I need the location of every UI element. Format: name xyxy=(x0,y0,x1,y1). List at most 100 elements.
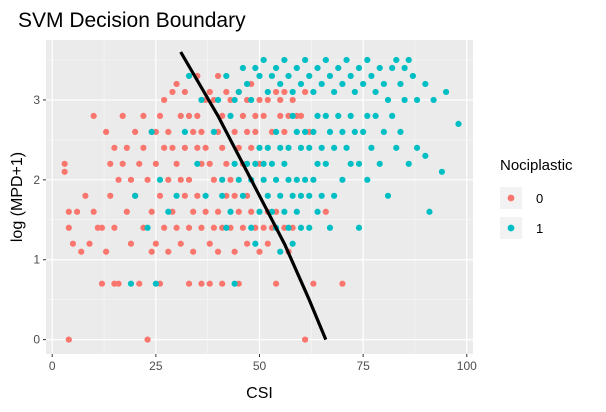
data-point-1 xyxy=(360,128,367,135)
data-point-0 xyxy=(140,144,147,151)
data-point-0 xyxy=(214,72,222,80)
data-point-0 xyxy=(190,128,197,135)
y-tick-label: 0 xyxy=(33,333,40,347)
data-point-1 xyxy=(339,80,346,88)
data-point-1 xyxy=(214,96,222,104)
data-point-1 xyxy=(256,208,263,215)
data-point-1 xyxy=(314,64,321,72)
data-point-0 xyxy=(65,224,72,231)
data-point-1 xyxy=(326,224,334,231)
data-point-1 xyxy=(335,64,342,72)
data-point-1 xyxy=(297,144,305,151)
data-point-0 xyxy=(223,88,230,96)
data-point-0 xyxy=(148,248,155,255)
data-point-0 xyxy=(194,192,201,199)
data-point-0 xyxy=(227,176,234,183)
data-point-0 xyxy=(181,88,188,96)
data-point-1 xyxy=(144,224,151,231)
x-axis-title: CSI xyxy=(246,385,273,402)
data-point-1 xyxy=(264,192,271,199)
chart-title: SVM Decision Boundary xyxy=(18,9,246,32)
data-point-1 xyxy=(372,88,379,96)
data-point-1 xyxy=(239,64,247,72)
data-point-1 xyxy=(372,112,379,120)
data-point-0 xyxy=(123,208,130,215)
data-point-1 xyxy=(339,176,346,183)
data-point-0 xyxy=(156,112,164,120)
data-point-1 xyxy=(281,56,288,64)
data-point-1 xyxy=(239,192,247,199)
data-point-1 xyxy=(331,88,338,96)
data-point-1 xyxy=(422,152,429,159)
data-point-1 xyxy=(248,96,255,104)
data-point-1 xyxy=(413,144,421,151)
data-point-1 xyxy=(285,72,292,80)
data-point-1 xyxy=(260,56,267,64)
data-point-1 xyxy=(297,192,305,199)
data-point-1 xyxy=(223,224,230,231)
data-point-0 xyxy=(161,144,168,151)
data-point-0 xyxy=(177,240,184,247)
data-point-1 xyxy=(289,192,296,199)
data-point-0 xyxy=(61,160,68,167)
data-point-0 xyxy=(181,144,188,151)
data-point-1 xyxy=(326,72,334,80)
data-point-1 xyxy=(430,96,437,104)
data-point-1 xyxy=(326,128,334,135)
data-point-1 xyxy=(393,56,400,64)
data-point-0 xyxy=(103,248,110,255)
data-point-0 xyxy=(322,208,329,215)
data-point-1 xyxy=(376,64,383,72)
data-point-1 xyxy=(355,160,363,167)
data-point-0 xyxy=(272,280,280,287)
data-point-1 xyxy=(202,192,209,199)
data-point-1 xyxy=(380,80,387,88)
data-points xyxy=(61,56,462,343)
data-point-0 xyxy=(235,144,242,151)
data-point-1 xyxy=(285,144,292,151)
data-point-1 xyxy=(210,128,217,135)
data-point-1 xyxy=(256,144,263,151)
data-point-0 xyxy=(115,176,122,183)
data-point-1 xyxy=(322,112,329,120)
data-point-0 xyxy=(107,192,114,199)
data-point-0 xyxy=(260,112,267,120)
data-point-1 xyxy=(252,160,259,167)
y-axis-ticks: 0 1 2 3 xyxy=(33,93,46,347)
data-point-1 xyxy=(223,72,230,80)
data-point-1 xyxy=(256,72,263,80)
data-point-1 xyxy=(289,112,296,120)
data-point-0 xyxy=(173,80,180,88)
data-point-0 xyxy=(231,192,238,199)
data-point-0 xyxy=(173,224,180,231)
data-point-0 xyxy=(185,112,193,120)
data-point-1 xyxy=(277,144,284,151)
data-point-1 xyxy=(293,208,300,215)
data-point-0 xyxy=(198,280,205,287)
data-point-1 xyxy=(272,176,280,183)
data-point-1 xyxy=(260,176,267,183)
data-point-0 xyxy=(185,280,193,287)
data-point-1 xyxy=(355,64,363,72)
data-point-0 xyxy=(231,248,238,255)
data-point-1 xyxy=(384,192,392,199)
data-point-0 xyxy=(235,208,242,215)
y-tick-label: 3 xyxy=(33,93,40,107)
data-point-0 xyxy=(277,96,284,104)
data-point-0 xyxy=(219,144,226,151)
data-point-0 xyxy=(144,176,151,183)
data-point-0 xyxy=(198,224,205,231)
data-point-1 xyxy=(302,56,309,64)
data-point-1 xyxy=(347,112,354,120)
data-point-1 xyxy=(331,192,338,199)
data-point-1 xyxy=(351,128,358,135)
data-point-0 xyxy=(119,160,126,167)
data-point-0 xyxy=(281,88,288,96)
data-point-1 xyxy=(252,240,259,247)
decision-boundary xyxy=(179,51,328,341)
data-point-1 xyxy=(219,192,226,199)
data-point-0 xyxy=(111,144,118,151)
x-axis-ticks: 0 25 50 75 100 xyxy=(49,354,477,373)
data-point-0 xyxy=(202,208,209,215)
x-tick-label: 25 xyxy=(149,359,163,373)
